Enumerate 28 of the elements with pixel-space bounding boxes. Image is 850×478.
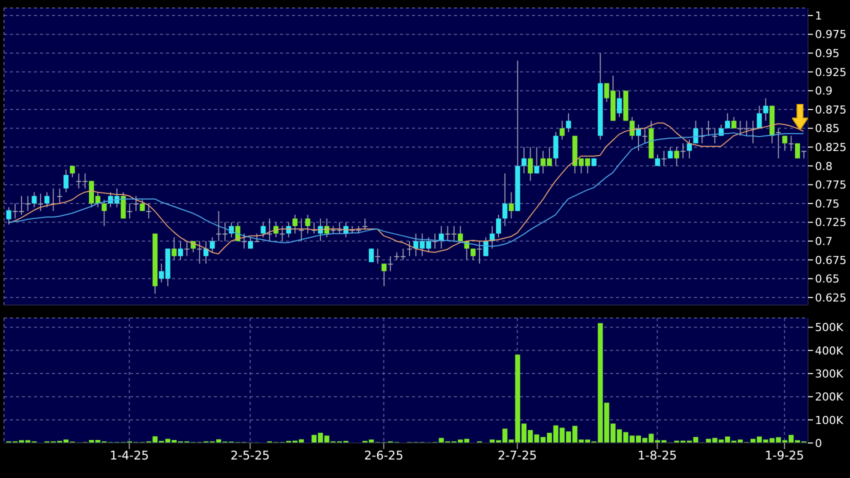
y-tick-label: 0.725	[815, 216, 846, 230]
y-tick-label: 0.675	[815, 254, 846, 267]
y-tick-label: 0.975	[815, 28, 846, 42]
y-tick-label: 0.75	[815, 197, 840, 210]
y-tick-label: 0.875	[815, 103, 846, 116]
y-tick-label: 0.65	[815, 272, 840, 286]
x-tick-label: 2-6-25	[364, 448, 404, 463]
y-tick-label: 200K	[815, 390, 844, 404]
y-tick-label: 500K	[815, 321, 844, 334]
x-tick-label: 1-8-25	[638, 448, 677, 463]
y-tick-label: 0.625	[815, 291, 846, 304]
y-tick-label: 0.95	[815, 47, 840, 60]
y-tick-label: 1	[815, 9, 822, 22]
x-tick-label: 1-9-25	[764, 448, 804, 463]
y-tick-label: 0.825	[815, 141, 846, 154]
y-tick-label: 400K	[815, 344, 844, 358]
y-tick-label: 0.85	[815, 122, 840, 136]
x-tick-label: 2-5-25	[230, 448, 270, 463]
y-tick-label: 0.9	[815, 84, 832, 98]
y-tick-label: 100K	[815, 414, 844, 427]
y-tick-label: 0	[815, 436, 822, 450]
x-tick-label: 1-4-25	[110, 448, 149, 463]
y-tick-label: 0.925	[815, 66, 846, 79]
y-tick-label: 0.775	[815, 178, 846, 192]
x-tick-label: 2-7-25	[498, 448, 537, 463]
y-tick-label: 0.7	[815, 234, 832, 248]
y-tick-label: 0.8	[815, 160, 832, 173]
y-tick-label: 300K	[815, 367, 844, 380]
